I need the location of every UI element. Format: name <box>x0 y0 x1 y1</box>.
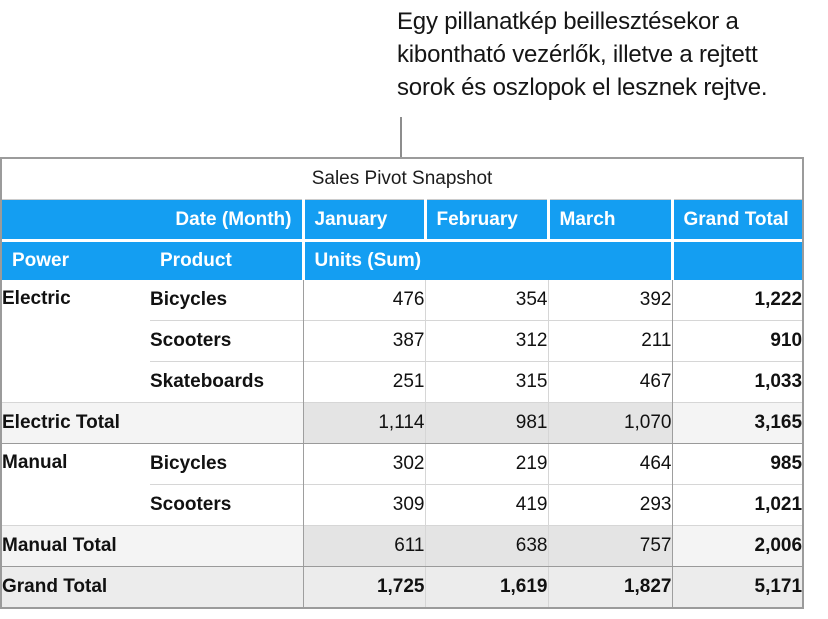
cell-value[interactable]: 251 <box>302 361 425 403</box>
header-date-month[interactable]: Date (Month) <box>2 199 303 242</box>
cell-row-total[interactable]: 985 <box>671 443 803 485</box>
annotation-line-3: sorok és oszlopok el lesznek rejtve. <box>397 74 768 101</box>
cell-product[interactable]: Bicycles <box>150 443 303 485</box>
cell-subtotal-value[interactable]: 757 <box>547 525 672 567</box>
header-grand-total[interactable]: Grand Total <box>670 199 803 242</box>
header-row-months: Date (Month) January February March Gran… <box>2 199 803 242</box>
cell-subtotal-total[interactable]: 2,006 <box>671 525 803 567</box>
table-row-manual-scooters: Scooters 309 419 293 1,021 <box>2 484 803 526</box>
table-row-electric-scooters: Scooters 387 312 211 910 <box>2 320 803 362</box>
cell-value[interactable]: 467 <box>547 361 672 403</box>
title-row: Sales Pivot Snapshot <box>2 159 803 200</box>
cell-value[interactable]: 293 <box>547 484 672 526</box>
cell-value[interactable]: 354 <box>424 280 548 321</box>
cell-power-electric[interactable]: Electric <box>2 280 150 403</box>
cell-grand-total-value[interactable]: 1,827 <box>547 566 672 607</box>
cell-subtotal-value[interactable]: 611 <box>302 525 425 567</box>
cell-value[interactable]: 315 <box>424 361 548 403</box>
table-row-electric-total: Electric Total 1,114 981 1,070 3,165 <box>2 402 803 444</box>
table-row-electric-skateboards: Skateboards 251 315 467 1,033 <box>2 361 803 403</box>
cell-grand-total-label[interactable]: Grand Total <box>2 566 303 607</box>
cell-grand-total-value[interactable]: 1,725 <box>302 566 425 607</box>
pivot-table: Sales Pivot Snapshot Date (Month) Januar… <box>0 157 804 609</box>
annotation-leader-line <box>400 117 402 158</box>
header-march[interactable]: March <box>546 199 672 242</box>
header-january[interactable]: January <box>301 199 425 242</box>
cell-grand-total-value[interactable]: 1,619 <box>424 566 548 607</box>
cell-value[interactable]: 211 <box>547 320 672 362</box>
table-title: Sales Pivot Snapshot <box>2 159 803 200</box>
header-power[interactable]: Power <box>2 240 150 280</box>
header-units-sum[interactable]: Units (Sum) <box>301 240 672 280</box>
cell-subtotal-value[interactable]: 1,114 <box>302 402 425 444</box>
header-product[interactable]: Product <box>150 240 303 280</box>
cell-subtotal-label[interactable]: Manual Total <box>2 525 303 567</box>
cell-power-manual[interactable]: Manual <box>2 443 150 526</box>
cell-value[interactable]: 219 <box>424 443 548 485</box>
cell-value[interactable]: 392 <box>547 280 672 321</box>
cell-value[interactable]: 312 <box>424 320 548 362</box>
cell-value[interactable]: 476 <box>302 280 425 321</box>
cell-subtotal-value[interactable]: 638 <box>424 525 548 567</box>
cell-value[interactable]: 419 <box>424 484 548 526</box>
annotation-line-1: Egy pillanatkép beillesztésekor a <box>397 8 739 35</box>
table-row-manual-total: Manual Total 611 638 757 2,006 <box>2 525 803 567</box>
annotation-line-2: kibontható vezérlők, illetve a rejtett <box>397 41 758 68</box>
annotation-text: Egy pillanatkép beillesztésekor a kibont… <box>397 5 825 104</box>
cell-row-total[interactable]: 1,021 <box>671 484 803 526</box>
cell-subtotal-value[interactable]: 981 <box>424 402 548 444</box>
cell-product[interactable]: Scooters <box>150 320 303 362</box>
cell-grand-total-value[interactable]: 5,171 <box>671 566 803 607</box>
cell-row-total[interactable]: 1,222 <box>671 280 803 321</box>
cell-subtotal-value[interactable]: 1,070 <box>547 402 672 444</box>
table-row-manual-bicycles: Manual Bicycles 302 219 464 985 <box>2 443 803 526</box>
cell-value[interactable]: 309 <box>302 484 425 526</box>
header-february[interactable]: February <box>423 199 548 242</box>
cell-subtotal-label[interactable]: Electric Total <box>2 402 303 444</box>
table-row-grand-total: Grand Total 1,725 1,619 1,827 5,171 <box>2 566 803 607</box>
cell-product[interactable]: Skateboards <box>150 361 303 403</box>
header-row-fields: Power Product Units (Sum) <box>2 240 803 280</box>
cell-row-total[interactable]: 910 <box>671 320 803 362</box>
cell-product[interactable]: Scooters <box>150 484 303 526</box>
pivot-table-grid: Sales Pivot Snapshot Date (Month) Januar… <box>2 159 803 607</box>
cell-subtotal-total[interactable]: 3,165 <box>671 402 803 444</box>
cell-product[interactable]: Bicycles <box>150 280 303 321</box>
cell-value[interactable]: 387 <box>302 320 425 362</box>
cell-value[interactable]: 302 <box>302 443 425 485</box>
cell-row-total[interactable]: 1,033 <box>671 361 803 403</box>
header-grand-total-spacer[interactable] <box>670 240 803 280</box>
table-row-electric-bicycles: Electric Bicycles 476 354 392 1,222 <box>2 280 803 403</box>
cell-value[interactable]: 464 <box>547 443 672 485</box>
